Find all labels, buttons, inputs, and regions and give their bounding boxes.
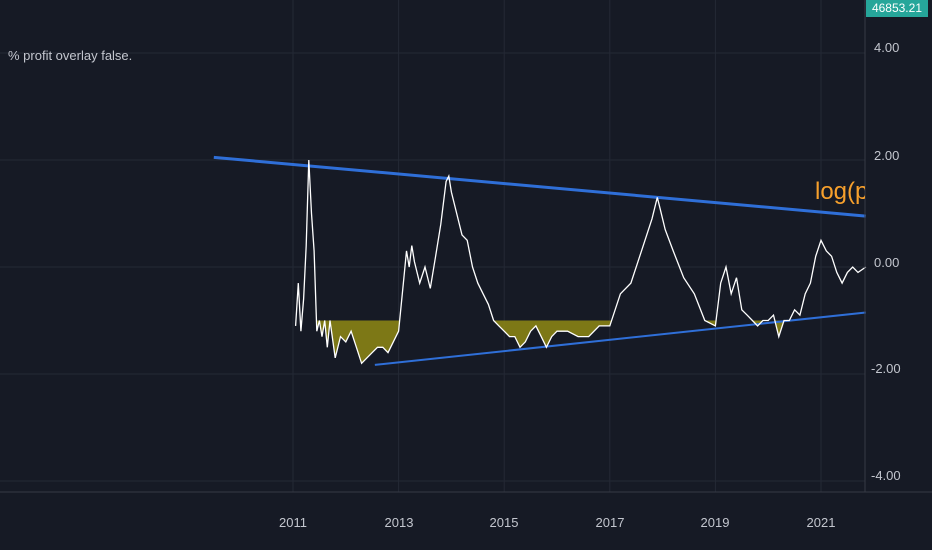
time-axis[interactable]: 2011 2013 2015 2017 2019 2021 [279,515,835,530]
x-tick-label: 2021 [807,515,836,530]
trendline-lower[interactable] [374,311,866,366]
trendline-upper[interactable] [213,155,867,218]
y-tick-label: 4.00 [874,40,899,55]
chart-grid [0,0,865,492]
y-tick-label: 0.00 [874,255,899,270]
series-name-label: log(pri [815,178,865,205]
overlay-status-text: % profit overlay false. [8,48,133,63]
x-tick-label: 2015 [490,515,519,530]
price-axis[interactable]: 4.00 2.00 0.00 -2.00 -4.00 [871,40,901,483]
last-price-badge[interactable]: 46853.21 [865,0,928,17]
y-tick-label: -4.00 [871,468,901,483]
x-tick-label: 2017 [596,515,625,530]
x-tick-label: 2019 [701,515,730,530]
y-tick-label: -2.00 [871,361,901,376]
y-tick-label: 2.00 [874,148,899,163]
x-tick-label: 2013 [385,515,414,530]
x-tick-label: 2011 [279,515,307,530]
profit-fill-areas [295,320,785,364]
log-price-series-line [294,159,867,365]
profit-fill-area [295,320,785,364]
